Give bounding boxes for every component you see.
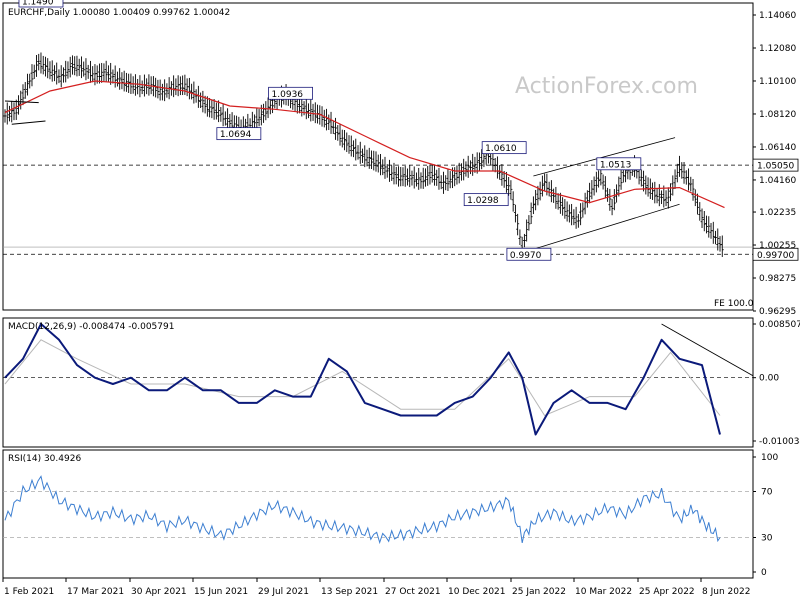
price-ytick-label: 1.08120 bbox=[759, 110, 796, 120]
xtick-label: 13 Sep 2021 bbox=[321, 587, 378, 597]
price-level-text: 0.99700 bbox=[757, 251, 794, 261]
xtick-label: 8 Jun 2022 bbox=[702, 587, 750, 597]
price-label-text: 1.1490 bbox=[22, 0, 54, 8]
price-label-box bbox=[216, 127, 262, 141]
xtick-label: 29 Jul 2021 bbox=[258, 587, 309, 597]
price-ytick-label: 1.12080 bbox=[759, 44, 796, 54]
price-label-box bbox=[506, 247, 552, 261]
price-label-box bbox=[596, 157, 642, 171]
xtick-label: 17 Mar 2021 bbox=[67, 587, 124, 597]
price-ytick-label: 1.10100 bbox=[759, 77, 796, 87]
rsi-panel-title: RSI(14) 30.4926 bbox=[8, 454, 81, 464]
macd-panel-frame bbox=[2, 317, 754, 448]
trend-line bbox=[11, 120, 46, 125]
price-label-text: 0.9970 bbox=[510, 251, 542, 261]
price-label-text: 1.0610 bbox=[485, 144, 517, 154]
price-label-box bbox=[463, 193, 509, 207]
macd-trend-line bbox=[661, 323, 754, 377]
price-label-text: 1.0298 bbox=[467, 196, 499, 206]
xtick-label: 25 Apr 2022 bbox=[639, 587, 695, 597]
price-level-box bbox=[752, 247, 799, 261]
price-ytick-label: 1.06140 bbox=[759, 143, 796, 153]
macd-line bbox=[4, 323, 721, 436]
rsi-ytick-label: 0 bbox=[761, 568, 767, 578]
macd-ytick-label: 0.008507 bbox=[759, 320, 800, 330]
price-panel-title: EURCHF,Daily 1.00080 1.00409 0.99762 1.0… bbox=[8, 8, 230, 18]
price-ytick-label: 1.00255 bbox=[759, 241, 796, 251]
price-label-text: 1.0513 bbox=[600, 160, 632, 170]
price-ytick-label: 1.14060 bbox=[759, 11, 796, 21]
price-bars bbox=[3, 52, 724, 259]
macd-signal-line bbox=[4, 339, 721, 417]
xtick-label: 1 Feb 2021 bbox=[4, 587, 54, 597]
price-label-box bbox=[268, 86, 313, 100]
moving-average-line bbox=[4, 80, 725, 209]
channel-lower-line bbox=[533, 203, 680, 250]
price-ytick-label: 0.98275 bbox=[759, 274, 796, 284]
xtick-label: 10 Mar 2022 bbox=[575, 587, 632, 597]
xtick-label: 30 Apr 2021 bbox=[131, 587, 187, 597]
price-label-text: 1.0694 bbox=[220, 130, 252, 140]
trend-line bbox=[4, 100, 39, 104]
price-ytick-label: 1.02235 bbox=[759, 208, 796, 218]
price-level-text: 1.05050 bbox=[757, 162, 794, 172]
rsi-panel-frame bbox=[2, 449, 754, 579]
xtick-label: 10 Dec 2021 bbox=[448, 587, 506, 597]
channel-upper-line bbox=[533, 137, 676, 177]
price-ytick-label: 0.96295 bbox=[759, 307, 796, 317]
price-label-box bbox=[481, 141, 527, 155]
macd-ytick-label: 0.00 bbox=[759, 374, 779, 384]
price-level-box bbox=[752, 158, 799, 172]
rsi-line bbox=[4, 475, 721, 545]
price-label-text: 1.0936 bbox=[272, 90, 304, 100]
fe-label: FE 100.0 bbox=[714, 299, 754, 309]
macd-ytick-label: -0.010034 bbox=[759, 437, 800, 447]
price-panel-frame bbox=[2, 2, 754, 311]
price-label-box bbox=[18, 0, 64, 8]
rsi-ytick-label: 70 bbox=[761, 488, 773, 498]
watermark-text: ActionForex.com bbox=[515, 74, 698, 99]
xtick-label: 15 Jun 2021 bbox=[194, 587, 248, 597]
macd-panel-title: MACD(12,26,9) -0.008474 -0.005791 bbox=[8, 322, 174, 332]
rsi-ytick-label: 100 bbox=[761, 453, 778, 463]
rsi-ytick-label: 30 bbox=[761, 534, 773, 544]
xtick-label: 27 Oct 2021 bbox=[385, 587, 441, 597]
price-ytick-label: 1.04160 bbox=[759, 176, 796, 186]
xtick-label: 25 Jan 2022 bbox=[512, 587, 566, 597]
